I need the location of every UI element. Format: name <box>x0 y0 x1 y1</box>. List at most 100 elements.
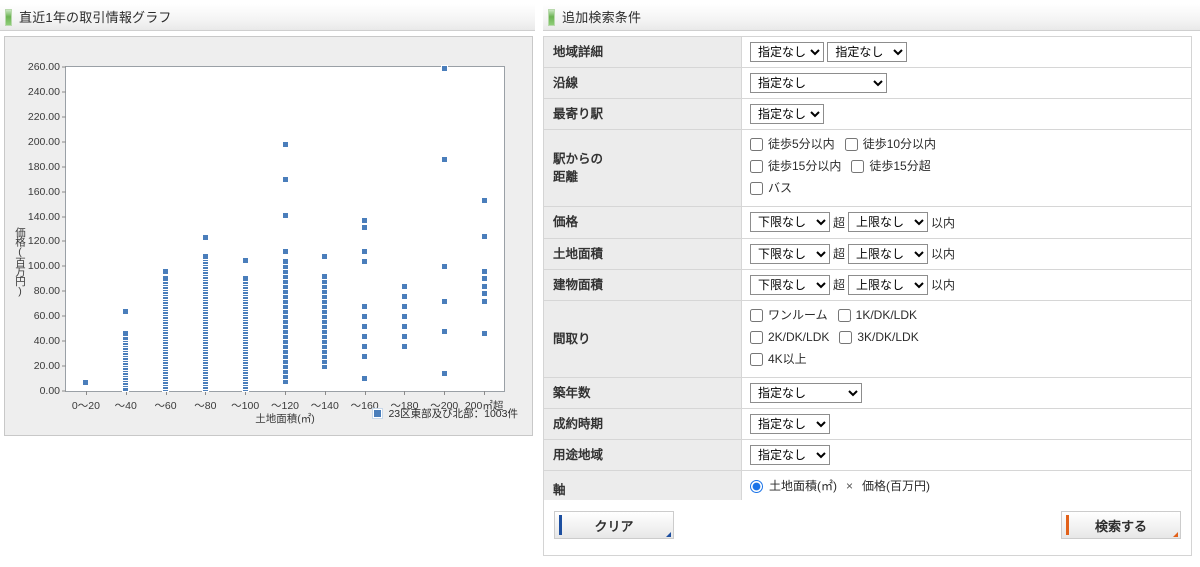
chart-data-point <box>82 378 90 386</box>
one-room-checkbox[interactable]: ワンルーム <box>750 306 828 325</box>
form-row-label: 価格 <box>544 206 742 239</box>
chart-data-point <box>440 262 448 270</box>
form-row-control: 指定なし <box>741 98 1191 131</box>
form-row-control: 指定なし <box>741 67 1191 100</box>
legend-swatch-icon <box>372 408 384 419</box>
range-max-select[interactable]: 上限なし <box>848 243 929 264</box>
chart-y-tick-mark <box>62 315 66 317</box>
chart-x-tick-mark <box>364 391 366 395</box>
form-row: 用途地域 指定なし <box>544 439 1191 472</box>
zoning-select[interactable]: 指定なし <box>750 445 830 466</box>
chart-data-point <box>480 275 488 283</box>
railway-line-select[interactable]: 指定なし <box>750 73 887 94</box>
building-age-select[interactable]: 指定なし <box>750 382 862 403</box>
4k-plus-label: 4K以上 <box>768 351 807 366</box>
3k-dk-ldk-checkbox[interactable]: 3K/DK/LDK <box>839 328 919 347</box>
chart-y-tick-mark <box>62 91 66 93</box>
clear-button-label: クリア <box>594 518 634 534</box>
form-row-control: 下限なし超上限なし 以内 <box>741 206 1191 239</box>
chart-data-point <box>122 330 130 338</box>
area-detail-2-select[interactable]: 指定なし <box>827 42 908 63</box>
form-row-control: 徒歩5分以内 徒歩10分以内徒歩15分以内 徒歩15分超バス <box>741 129 1191 208</box>
form-row: 建物面積 下限なし超上限なし 以内 <box>544 269 1191 301</box>
axis-land-radio-input[interactable] <box>750 479 763 493</box>
chart-data-point <box>361 247 369 255</box>
contract-period-select[interactable]: 指定なし <box>750 413 830 434</box>
search-button[interactable]: 検索する <box>1061 511 1181 539</box>
walk-5-checkbox-input[interactable] <box>750 138 763 152</box>
range-max-select[interactable]: 上限なし <box>848 274 929 295</box>
4k-plus-checkbox-input[interactable] <box>750 352 763 366</box>
chart-data-point <box>361 302 369 310</box>
form-row: 最寄り駅 指定なし <box>544 98 1191 131</box>
bus-checkbox[interactable]: バス <box>750 179 792 198</box>
clear-button[interactable]: クリア <box>554 511 674 539</box>
one-room-checkbox-input[interactable] <box>750 308 763 322</box>
chart-data-point <box>480 290 488 298</box>
green-accent-icon <box>548 8 555 26</box>
2k-dk-ldk-label: 2K/DK/LDK <box>768 329 830 344</box>
chart-legend: 23区東部及び北部：1003件 <box>372 406 518 421</box>
chart-y-tick-mark <box>62 141 66 143</box>
checkbox-line: 2K/DK/LDK 3K/DK/LDK <box>750 328 1185 350</box>
walk-over-15-checkbox[interactable]: 徒歩15分超 <box>851 157 931 176</box>
form-row-label: 建物面積 <box>544 269 742 301</box>
range-max-select[interactable]: 上限なし <box>848 212 929 233</box>
chart-y-tick-label: 100.00 <box>27 260 60 273</box>
chart-x-axis-label: 土地面積(㎡) <box>255 413 315 425</box>
chart-data-point <box>321 252 329 260</box>
walk-15-checkbox[interactable]: 徒歩15分以内 <box>750 157 841 176</box>
chart-data-point <box>361 224 369 232</box>
range-max-suffix: 以内 <box>931 278 956 293</box>
search-accent-icon <box>1066 515 1069 535</box>
walk-5-checkbox[interactable]: 徒歩5分以内 <box>750 135 835 154</box>
bus-checkbox-input[interactable] <box>750 182 763 196</box>
form-action-bar: クリア 検索する <box>543 500 1192 556</box>
range-min-select[interactable]: 下限なし <box>750 243 830 264</box>
axis-land-radio[interactable]: 土地面積(㎡) × 価格(百万円) <box>750 476 930 496</box>
chart-y-tick-mark <box>62 265 66 267</box>
1k-dk-ldk-checkbox-input[interactable] <box>837 308 851 322</box>
chart-y-tick-mark <box>62 365 66 367</box>
walk-15-label: 徒歩15分以内 <box>768 159 842 174</box>
form-row-label: 地域詳細 <box>544 37 742 69</box>
chart-data-point <box>281 257 289 265</box>
chart-data-point <box>281 175 289 183</box>
walk-10-checkbox[interactable]: 徒歩10分以内 <box>844 135 937 154</box>
3k-dk-ldk-label: 3K/DK/LDK <box>857 329 919 344</box>
1k-dk-ldk-checkbox[interactable]: 1K/DK/LDK <box>837 306 917 325</box>
walk-15-checkbox-input[interactable] <box>750 160 763 174</box>
transaction-chart: 価格(百万円) 0.00 20.00 40.00 60.00 80.00 100.00 12… <box>4 36 533 436</box>
range-min-select[interactable]: 下限なし <box>750 212 830 233</box>
chart-x-tick-label: 〜160 <box>350 400 379 412</box>
range-min-select[interactable]: 下限なし <box>750 274 830 295</box>
form-row-label: 築年数 <box>544 377 742 409</box>
chart-x-tick-mark <box>125 391 127 395</box>
chart-y-tick-mark <box>62 191 66 193</box>
range-max-suffix: 以内 <box>931 247 956 262</box>
bus-label: バス <box>768 181 793 196</box>
chart-data-point <box>400 292 408 300</box>
2k-dk-ldk-checkbox-input[interactable] <box>750 330 763 344</box>
checkbox-line: ワンルーム 1K/DK/LDK <box>750 306 1185 328</box>
chart-y-axis-label: 価格(百万円) <box>14 227 26 297</box>
walk-10-checkbox-input[interactable] <box>844 138 858 152</box>
chart-x-tick-mark <box>245 391 247 395</box>
chart-y-tick-mark <box>62 216 66 218</box>
chart-y-tick-mark <box>62 116 66 118</box>
times-symbol-icon: × <box>846 479 854 494</box>
chart-x-tick-label: 〜200 <box>430 400 459 412</box>
chart-data-point <box>400 332 408 340</box>
2k-dk-ldk-checkbox[interactable]: 2K/DK/LDK <box>750 328 829 347</box>
form-row: 土地面積 下限なし超上限なし 以内 <box>544 238 1191 270</box>
chart-data-point <box>361 312 369 320</box>
form-row-control: 指定なし <box>741 377 1191 409</box>
chart-data-point <box>400 302 408 310</box>
area-detail-1-select[interactable]: 指定なし <box>750 42 824 63</box>
walk-10-label: 徒歩10分以内 <box>862 137 937 152</box>
4k-plus-checkbox[interactable]: 4K以上 <box>750 350 807 369</box>
3k-dk-ldk-checkbox-input[interactable] <box>839 330 853 344</box>
walk-over-15-checkbox-input[interactable] <box>851 160 865 174</box>
nearest-station-select[interactable]: 指定なし <box>750 104 824 125</box>
